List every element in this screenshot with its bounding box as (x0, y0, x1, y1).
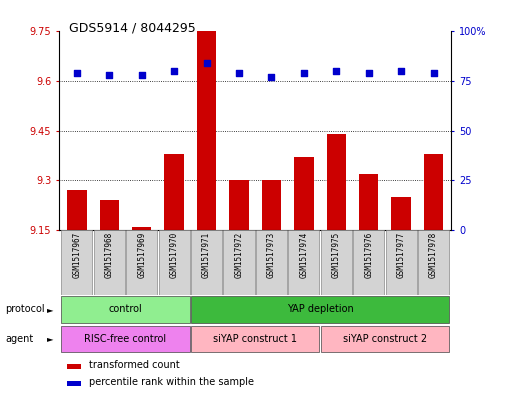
Bar (418, 230, 449, 295)
Bar (391, 197, 411, 230)
Text: GSM1517977: GSM1517977 (397, 232, 406, 278)
Bar (359, 174, 379, 230)
Text: percentile rank within the sample: percentile rank within the sample (89, 377, 254, 387)
Bar (61, 296, 190, 323)
Bar (288, 230, 320, 295)
Bar (191, 326, 320, 352)
Text: GSM1517973: GSM1517973 (267, 232, 276, 278)
Text: GSM1517975: GSM1517975 (332, 232, 341, 278)
Point (365, 70, 373, 76)
Text: transformed count: transformed count (89, 360, 180, 370)
Point (300, 70, 308, 76)
Text: YAP depletion: YAP depletion (287, 305, 353, 314)
Point (105, 72, 113, 78)
Text: ►: ► (47, 305, 54, 314)
Text: GDS5914 / 8044295: GDS5914 / 8044295 (69, 22, 196, 35)
Bar (132, 227, 151, 230)
Bar (61, 230, 92, 295)
Text: GSM1517978: GSM1517978 (429, 232, 438, 278)
Bar (191, 296, 449, 323)
Point (137, 72, 146, 78)
Bar (126, 230, 157, 295)
Bar (224, 230, 254, 295)
Bar (67, 190, 87, 230)
Point (235, 70, 243, 76)
Bar (321, 230, 352, 295)
Bar (159, 230, 190, 295)
Text: protocol: protocol (5, 305, 45, 314)
Text: siYAP construct 2: siYAP construct 2 (343, 334, 427, 344)
Text: siYAP construct 1: siYAP construct 1 (213, 334, 297, 344)
Bar (61, 326, 190, 352)
Text: GSM1517976: GSM1517976 (364, 232, 373, 278)
Text: GSM1517968: GSM1517968 (105, 232, 114, 278)
Text: GSM1517972: GSM1517972 (234, 232, 244, 278)
Bar (424, 154, 443, 230)
Bar (100, 200, 119, 230)
Point (170, 68, 178, 74)
Point (429, 70, 438, 76)
Bar (164, 154, 184, 230)
Text: GSM1517971: GSM1517971 (202, 232, 211, 278)
Text: GSM1517969: GSM1517969 (137, 232, 146, 278)
Bar (327, 134, 346, 230)
Text: GSM1517967: GSM1517967 (72, 232, 82, 278)
Point (332, 68, 341, 74)
Point (267, 74, 275, 80)
Text: RISC-free control: RISC-free control (85, 334, 167, 344)
Point (397, 68, 405, 74)
Bar (353, 230, 384, 295)
Bar (229, 180, 249, 230)
Text: agent: agent (5, 334, 33, 344)
Bar (67, 381, 81, 386)
Point (73, 70, 81, 76)
Bar (386, 230, 417, 295)
Bar (321, 326, 449, 352)
Bar (67, 364, 81, 369)
Text: GSM1517974: GSM1517974 (300, 232, 308, 278)
Point (203, 60, 211, 66)
Bar (262, 180, 281, 230)
Bar (94, 230, 125, 295)
Text: ►: ► (47, 334, 54, 343)
Bar (191, 230, 222, 295)
Bar (256, 230, 287, 295)
Bar (294, 157, 313, 230)
Bar (197, 31, 216, 230)
Text: GSM1517970: GSM1517970 (170, 232, 179, 278)
Text: control: control (109, 305, 143, 314)
